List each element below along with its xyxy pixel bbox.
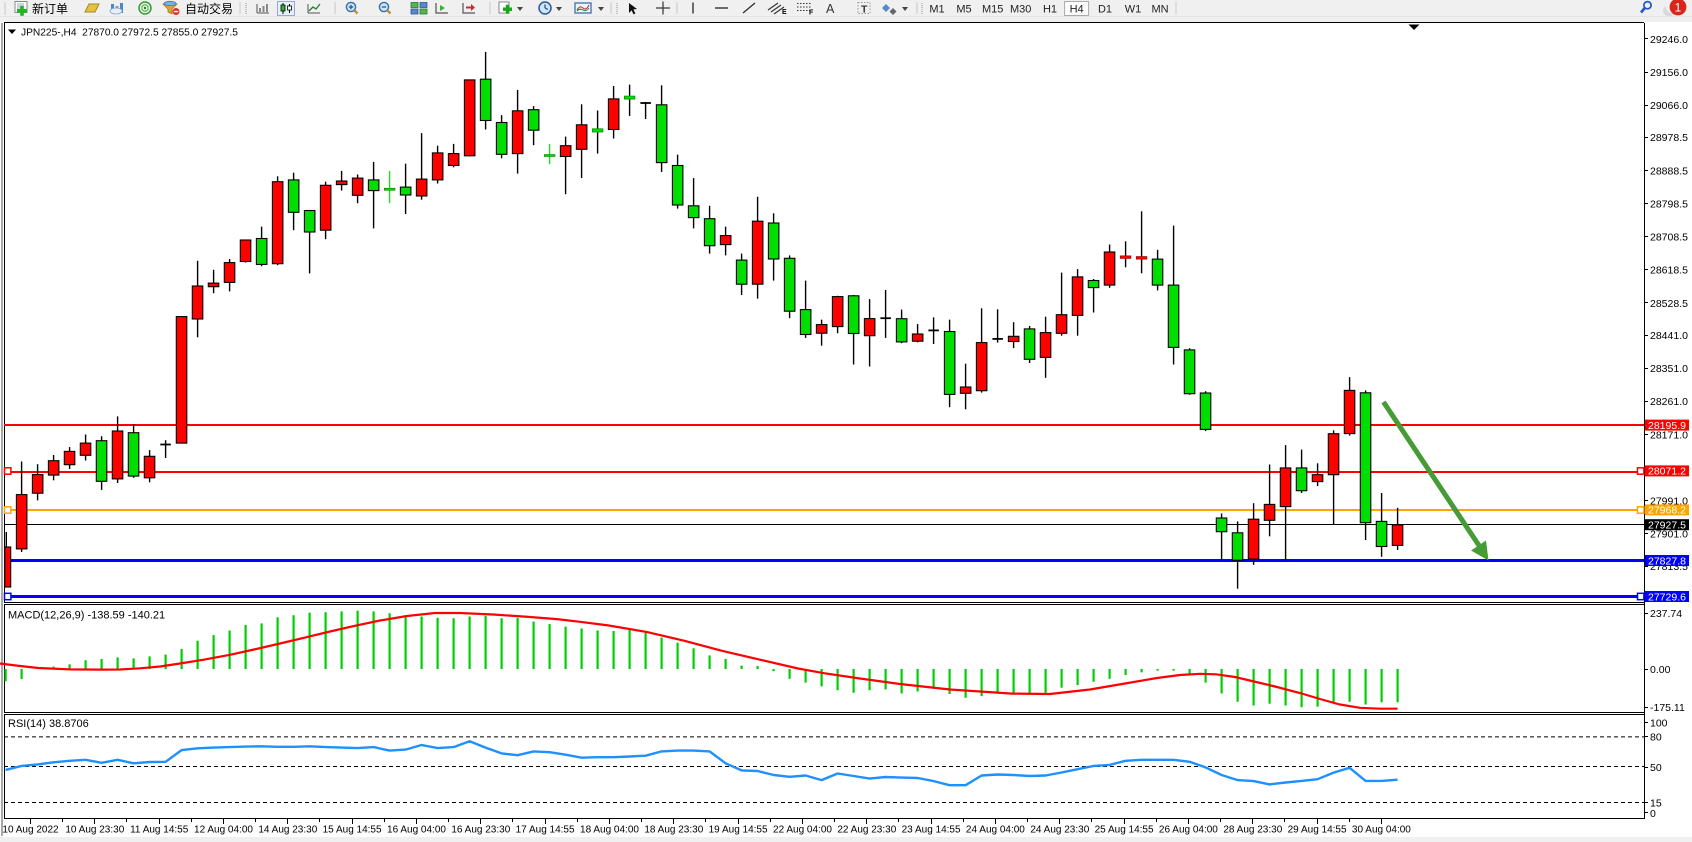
svg-text:26 Aug 04:00: 26 Aug 04:00 — [1159, 825, 1218, 836]
svg-text:29246.0: 29246.0 — [1650, 34, 1688, 46]
svg-text:27968.2: 27968.2 — [1648, 505, 1686, 517]
svg-text:MACD(12,26,9) -138.59 -140.21: MACD(12,26,9) -138.59 -140.21 — [8, 610, 165, 622]
svg-text:15 Aug 14:55: 15 Aug 14:55 — [323, 825, 382, 836]
svg-text:16 Aug 04:00: 16 Aug 04:00 — [387, 825, 446, 836]
svg-text:23 Aug 14:55: 23 Aug 14:55 — [902, 825, 961, 836]
svg-text:24 Aug 04:00: 24 Aug 04:00 — [966, 825, 1025, 836]
svg-text:30 Aug 04:00: 30 Aug 04:00 — [1352, 825, 1411, 836]
svg-text:28441.0: 28441.0 — [1650, 330, 1688, 342]
svg-text:22 Aug 04:00: 22 Aug 04:00 — [773, 825, 832, 836]
svg-text:M30: M30 — [1010, 3, 1031, 15]
svg-text:25 Aug 14:55: 25 Aug 14:55 — [1095, 825, 1154, 836]
svg-text:新订单: 新订单 — [32, 1, 68, 16]
svg-text:28528.5: 28528.5 — [1650, 298, 1688, 310]
svg-text:12 Aug 04:00: 12 Aug 04:00 — [194, 825, 253, 836]
svg-text:27827.8: 27827.8 — [1648, 555, 1686, 567]
svg-text:50: 50 — [1650, 762, 1662, 774]
svg-text:1: 1 — [1675, 1, 1682, 15]
svg-text:28978.5: 28978.5 — [1650, 132, 1688, 144]
svg-text:MN: MN — [1151, 3, 1168, 15]
svg-text:14 Aug 23:30: 14 Aug 23:30 — [258, 825, 317, 836]
svg-text:27901.0: 27901.0 — [1650, 529, 1688, 541]
svg-text:28351.0: 28351.0 — [1650, 363, 1688, 375]
svg-text:28618.5: 28618.5 — [1650, 265, 1688, 277]
svg-text:28888.5: 28888.5 — [1650, 165, 1688, 177]
svg-text:M5: M5 — [956, 3, 971, 15]
svg-text:16 Aug 23:30: 16 Aug 23:30 — [451, 825, 510, 836]
svg-text:0.00: 0.00 — [1650, 664, 1671, 676]
svg-text:80: 80 — [1650, 732, 1662, 744]
svg-text:A: A — [826, 2, 835, 16]
svg-text:27927.5: 27927.5 — [1648, 520, 1686, 532]
svg-text:100: 100 — [1650, 718, 1668, 730]
svg-text:W1: W1 — [1125, 3, 1142, 15]
svg-text:T: T — [861, 4, 868, 16]
svg-text:10 Aug 23:30: 10 Aug 23:30 — [65, 825, 124, 836]
svg-text:17 Aug 14:55: 17 Aug 14:55 — [516, 825, 575, 836]
svg-text:11 Aug 14:55: 11 Aug 14:55 — [130, 825, 189, 836]
svg-text:29066.0: 29066.0 — [1650, 100, 1688, 112]
svg-text:M1: M1 — [929, 3, 944, 15]
svg-text:E: E — [782, 9, 787, 16]
svg-text:-175.11: -175.11 — [1650, 702, 1685, 714]
svg-text:H4: H4 — [1070, 3, 1084, 15]
svg-text:29156.0: 29156.0 — [1650, 67, 1688, 79]
svg-text:28261.0: 28261.0 — [1650, 396, 1688, 408]
svg-text:0: 0 — [1650, 808, 1656, 820]
svg-text:JPN225-,H4 27870.0 27972.5 27: JPN225-,H4 27870.0 27972.5 27855.0 27927… — [21, 28, 238, 39]
svg-text:RSI(14) 38.8706: RSI(14) 38.8706 — [8, 718, 89, 730]
svg-text:D1: D1 — [1098, 3, 1112, 15]
svg-text:24 Aug 23:30: 24 Aug 23:30 — [1030, 825, 1089, 836]
svg-text:28708.5: 28708.5 — [1650, 232, 1688, 244]
svg-text:28071.2: 28071.2 — [1648, 466, 1686, 478]
svg-text:18 Aug 04:00: 18 Aug 04:00 — [580, 825, 639, 836]
svg-text:18 Aug 23:30: 18 Aug 23:30 — [644, 825, 703, 836]
svg-text:F: F — [809, 10, 814, 17]
svg-text:28798.5: 28798.5 — [1650, 198, 1688, 210]
svg-text:28195.9: 28195.9 — [1648, 420, 1686, 432]
svg-text:自动交易: 自动交易 — [185, 1, 233, 16]
svg-text:19 Aug 14:55: 19 Aug 14:55 — [709, 825, 768, 836]
svg-text:M15: M15 — [982, 3, 1003, 15]
svg-text:H1: H1 — [1043, 3, 1057, 15]
svg-text:29 Aug 14:55: 29 Aug 14:55 — [1288, 825, 1347, 836]
svg-text:10 Aug 2022: 10 Aug 2022 — [2, 825, 59, 836]
svg-text:28 Aug 23:30: 28 Aug 23:30 — [1223, 825, 1282, 836]
svg-text:28171.0: 28171.0 — [1650, 429, 1688, 441]
svg-text:237.74: 237.74 — [1650, 608, 1682, 620]
svg-text:15: 15 — [1650, 798, 1662, 810]
svg-text:27729.6: 27729.6 — [1648, 591, 1686, 603]
svg-text:22 Aug 23:30: 22 Aug 23:30 — [837, 825, 896, 836]
